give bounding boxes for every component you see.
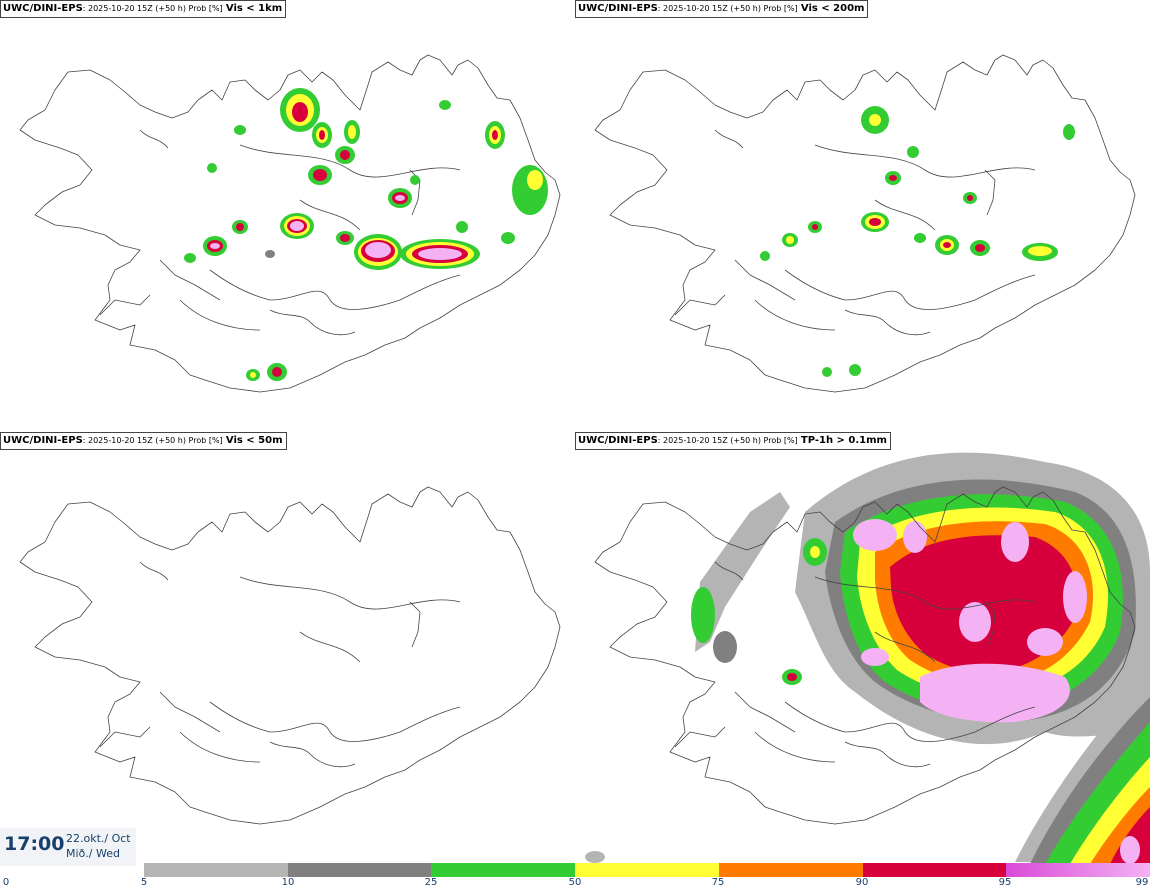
model-name: UWC/DINI-EPS (3, 435, 83, 446)
run-info: : 2025-10-20 15Z (+50 h) Prob [%] (657, 436, 798, 445)
model-name: UWC/DINI-EPS (3, 3, 83, 14)
run-info: : 2025-10-20 15Z (+50 h) Prob [%] (82, 436, 223, 445)
colorbar-tick: 99 (1135, 877, 1149, 888)
colorbar-tick: 0 (2, 877, 10, 888)
date-line-2: Mið./ Wed (66, 847, 120, 860)
colorbar-tick: 90 (855, 877, 869, 888)
colorbar (144, 863, 1150, 877)
variable-name: Vis < 50m (225, 435, 283, 446)
colorbar-segment-25-50 (431, 863, 576, 877)
variable-name: TP-1h > 0.1mm (800, 435, 887, 446)
prob-field-vis-1km (184, 88, 548, 381)
model-name: UWC/DINI-EPS (578, 3, 658, 14)
iceland-outline (19, 486, 561, 825)
map-vis-1km (19, 54, 561, 393)
valid-time: 17:00 (4, 833, 65, 855)
colorbar-segment-75-90 (718, 863, 863, 877)
colorbar-tick: 75 (711, 877, 725, 888)
colorbar-tick: 10 (281, 877, 295, 888)
variable-name: Vis < 1km (225, 3, 283, 14)
colorbar-labels: 0 5 10 25 50 75 90 95 99 (0, 877, 1150, 891)
colorbar-segment-50-75 (575, 863, 719, 877)
panel-title: UWC/DINI-EPS: 2025-10-20 15Z (+50 h) Pro… (0, 0, 287, 18)
colorbar-tick: 5 (140, 877, 148, 888)
colorbar-segment-10-25 (287, 863, 432, 877)
map-vis-50m (19, 486, 561, 825)
colorbar-segment-90-95 (862, 863, 1007, 877)
colorbar-tick: 50 (568, 877, 582, 888)
colorbar-segment-5-10 (144, 863, 288, 877)
map-vis-200m (594, 54, 1136, 393)
run-info: : 2025-10-20 15Z (+50 h) Prob [%] (82, 4, 223, 13)
valid-time-box: 17:00 22.okt./ Oct Mið./ Wed (0, 828, 136, 866)
date-line-1: 22.okt./ Oct (66, 832, 131, 845)
colorbar-tick: 95 (998, 877, 1012, 888)
run-info: : 2025-10-20 15Z (+50 h) Prob [%] (657, 4, 798, 13)
panel-title: UWC/DINI-EPS: 2025-10-20 15Z (+50 h) Pro… (575, 0, 869, 18)
variable-name: Vis < 200m (800, 3, 865, 14)
colorbar-tick: 25 (424, 877, 438, 888)
colorbar-segment-95-99 (1006, 863, 1150, 877)
map-precip (585, 452, 1150, 864)
map-panel-vis-200m: UWC/DINI-EPS: 2025-10-20 15Z (+50 h) Pro… (575, 0, 1150, 432)
panel-title: UWC/DINI-EPS: 2025-10-20 15Z (+50 h) Pro… (0, 432, 287, 450)
valid-date: 22.okt./ Oct Mið./ Wed (66, 831, 131, 861)
map-panel-precip: UWC/DINI-EPS: 2025-10-20 15Z (+50 h) Pro… (575, 432, 1150, 864)
map-panel-vis-1km: UWC/DINI-EPS: 2025-10-20 15Z (+50 h) Pro… (0, 0, 575, 432)
prob-field-vis-200m (760, 106, 1075, 377)
map-panel-vis-50m: UWC/DINI-EPS: 2025-10-20 15Z (+50 h) Pro… (0, 432, 575, 864)
model-name: UWC/DINI-EPS (578, 435, 658, 446)
prob-field-precip (585, 452, 1150, 864)
panel-title: UWC/DINI-EPS: 2025-10-20 15Z (+50 h) Pro… (575, 432, 891, 450)
